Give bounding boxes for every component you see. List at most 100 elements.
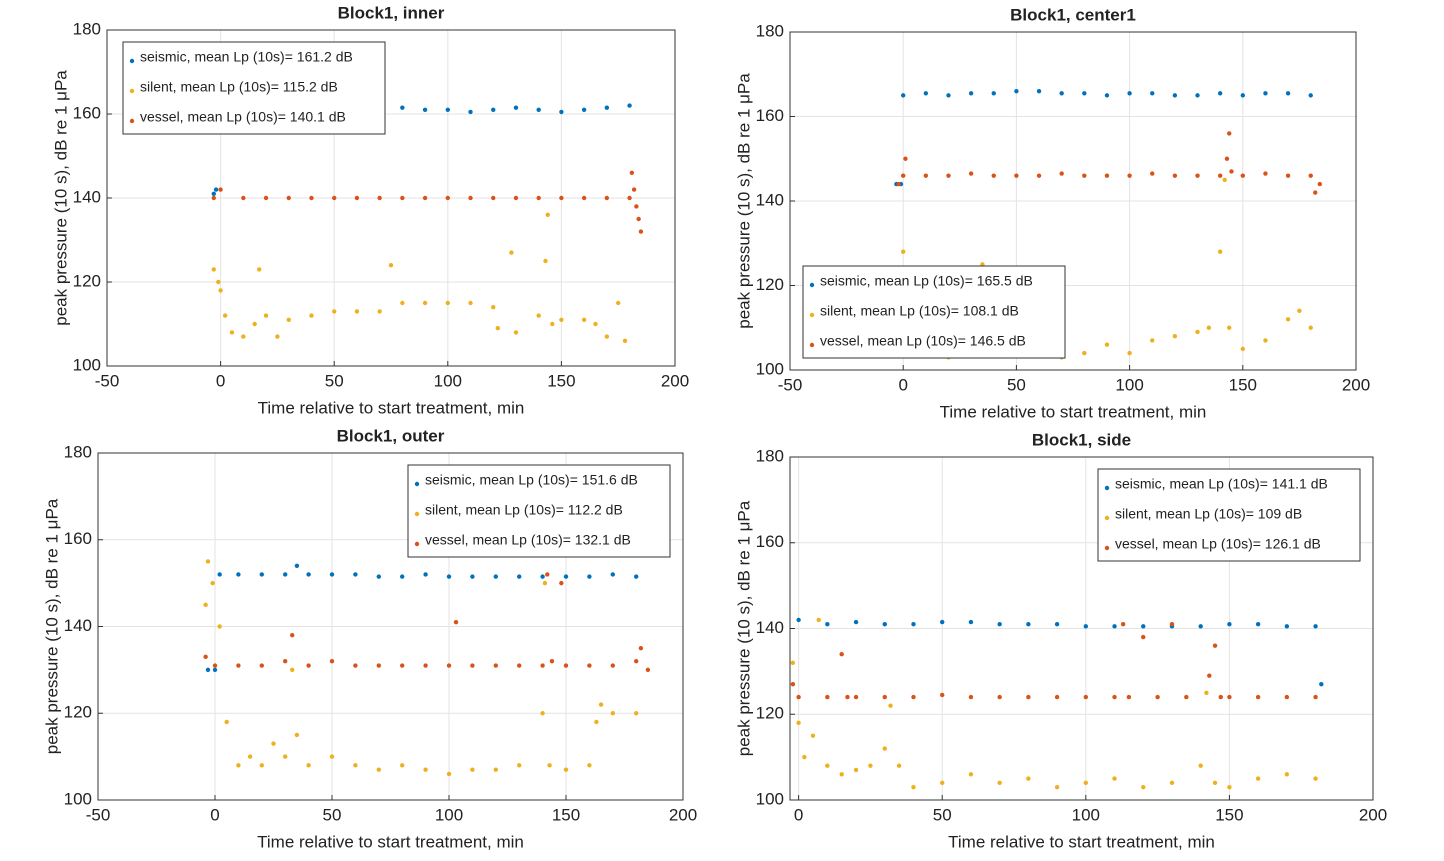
data-point xyxy=(513,330,519,335)
data-point xyxy=(468,195,473,201)
data-point xyxy=(790,682,796,687)
data-point xyxy=(329,572,335,577)
y-tick-label: 180 xyxy=(756,446,784,465)
data-point xyxy=(332,309,337,314)
data-point xyxy=(636,216,641,222)
data-point xyxy=(446,771,452,777)
y-tick-label: 160 xyxy=(73,103,101,122)
data-point xyxy=(400,663,405,668)
data-point xyxy=(241,334,246,339)
data-point xyxy=(1284,772,1290,777)
legend-marker xyxy=(129,58,135,64)
chart-title: Block1, inner xyxy=(338,3,445,22)
data-point xyxy=(218,288,223,293)
data-point xyxy=(968,91,974,96)
data-point xyxy=(377,195,382,201)
data-point xyxy=(1308,325,1313,330)
x-tick-label: 50 xyxy=(1007,375,1026,394)
data-point xyxy=(888,703,893,708)
legend-label: silent, mean Lp (10s)= 109 dB xyxy=(1115,506,1302,522)
data-point xyxy=(306,572,311,577)
data-point xyxy=(598,702,604,707)
x-axis-label: Time relative to start treatment, min xyxy=(257,832,524,851)
data-point xyxy=(825,694,830,700)
y-axis-label: peak pressure (10 s), dB re 1 μPa xyxy=(51,70,70,326)
data-point xyxy=(1313,624,1318,629)
data-point xyxy=(810,733,816,738)
data-point xyxy=(1229,169,1234,174)
data-point xyxy=(901,93,906,98)
data-point xyxy=(354,195,360,201)
data-point xyxy=(216,279,221,285)
data-point xyxy=(1317,181,1322,187)
data-point xyxy=(997,694,1002,700)
data-point xyxy=(224,719,229,725)
data-point xyxy=(470,767,475,772)
data-point xyxy=(1172,334,1178,339)
data-point xyxy=(1227,784,1232,790)
data-point xyxy=(839,652,844,657)
data-point xyxy=(634,204,639,209)
data-point xyxy=(536,195,541,201)
data-point xyxy=(257,267,262,272)
y-tick-label: 120 xyxy=(756,275,784,294)
data-point xyxy=(946,93,951,98)
data-point xyxy=(1054,622,1060,627)
data-point xyxy=(1285,317,1291,322)
data-point xyxy=(376,663,381,668)
data-point xyxy=(882,622,887,627)
data-point xyxy=(940,619,945,625)
x-tick-label: 200 xyxy=(669,805,697,824)
data-point xyxy=(203,602,208,608)
data-point xyxy=(559,317,564,322)
data-point xyxy=(1285,173,1291,178)
data-point xyxy=(631,187,637,192)
legend-label: silent, mean Lp (10s)= 112.2 dB xyxy=(425,502,623,518)
data-point xyxy=(1212,643,1218,648)
data-point xyxy=(400,763,405,768)
data-point xyxy=(1104,93,1110,98)
legend-label: seismic, mean Lp (10s)= 165.5 dB xyxy=(820,273,1033,289)
data-point xyxy=(1227,622,1232,627)
legend-label: seismic, mean Lp (10s)= 151.6 dB xyxy=(425,472,638,488)
x-axis-label: Time relative to start treatment, min xyxy=(948,832,1215,851)
data-point xyxy=(1204,690,1209,696)
data-point xyxy=(294,563,300,568)
data-point xyxy=(545,212,550,217)
data-point xyxy=(388,263,394,268)
data-point xyxy=(400,300,405,306)
subplot: -50 0 50 100 150 200 100 120 140 160 180 Block1, ou… xyxy=(42,426,697,851)
data-point xyxy=(845,694,850,700)
data-point xyxy=(203,654,208,660)
data-point xyxy=(1169,622,1175,627)
data-point xyxy=(593,321,598,327)
legend-marker xyxy=(129,118,135,124)
legend-label: silent, mean Lp (10s)= 108.1 dB xyxy=(820,303,1019,319)
data-point xyxy=(901,173,906,178)
data-point xyxy=(627,195,632,201)
data-point xyxy=(1240,173,1246,178)
data-point xyxy=(1150,338,1155,343)
data-point xyxy=(1127,173,1132,178)
data-point xyxy=(1059,171,1064,176)
legend-marker xyxy=(414,511,420,517)
data-point xyxy=(980,262,985,267)
data-point xyxy=(422,107,428,113)
x-tick-label: 150 xyxy=(1229,375,1257,394)
data-point xyxy=(1284,694,1290,700)
legend-label: seismic, mean Lp (10s)= 141.1 dB xyxy=(1115,476,1328,492)
data-point xyxy=(1141,634,1146,640)
axes-frame xyxy=(789,456,1374,801)
data-point xyxy=(400,105,405,110)
data-point xyxy=(275,334,280,339)
data-point xyxy=(422,300,428,306)
legend-label: vessel, mean Lp (10s)= 140.1 dB xyxy=(140,109,346,125)
x-tick-label: 200 xyxy=(1342,375,1370,394)
data-point xyxy=(604,334,610,339)
data-point xyxy=(400,574,405,579)
y-tick-label: 140 xyxy=(64,616,92,635)
x-tick-label: 0 xyxy=(794,805,803,824)
data-point xyxy=(354,309,360,314)
y-tick-label: 140 xyxy=(756,190,784,209)
data-point xyxy=(882,694,887,700)
